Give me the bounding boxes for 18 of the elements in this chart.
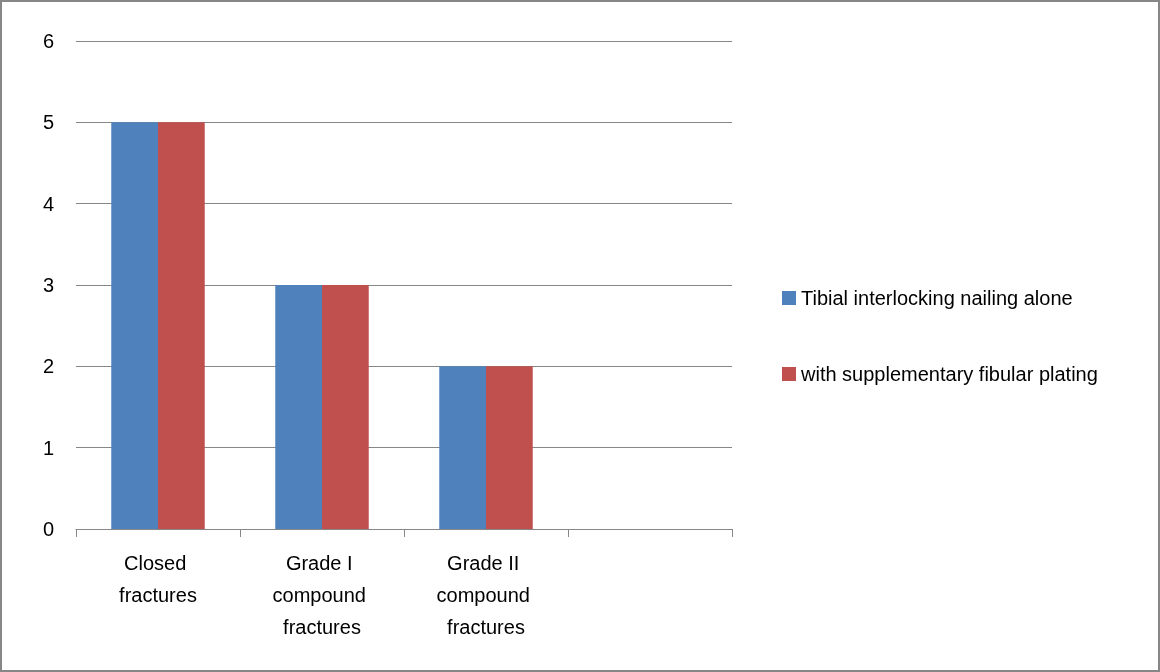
bar: [111, 122, 158, 529]
x-tick-label: Grade II compound fractures: [436, 552, 536, 638]
y-tick-label: 0: [42, 518, 54, 540]
legend-label: with supplementary fibular plating: [800, 363, 1098, 385]
y-tick-label: 3: [42, 274, 54, 296]
y-tick-label: 1: [42, 436, 54, 459]
y-tick-label: 2: [42, 355, 54, 378]
bar: [322, 285, 369, 529]
bar: [439, 366, 486, 529]
legend-label: Tibial interlocking nailing alone: [801, 287, 1073, 309]
x-tick-label: Grade I compound fractures: [272, 552, 372, 638]
bar: [486, 366, 533, 529]
y-tick-label: 6: [42, 30, 54, 52]
bar: [275, 285, 322, 529]
y-tick-label: 5: [42, 111, 54, 134]
y-tick-label: 4: [42, 192, 54, 215]
x-tick-label: Closed fractures: [119, 552, 197, 606]
bar: [158, 122, 205, 529]
